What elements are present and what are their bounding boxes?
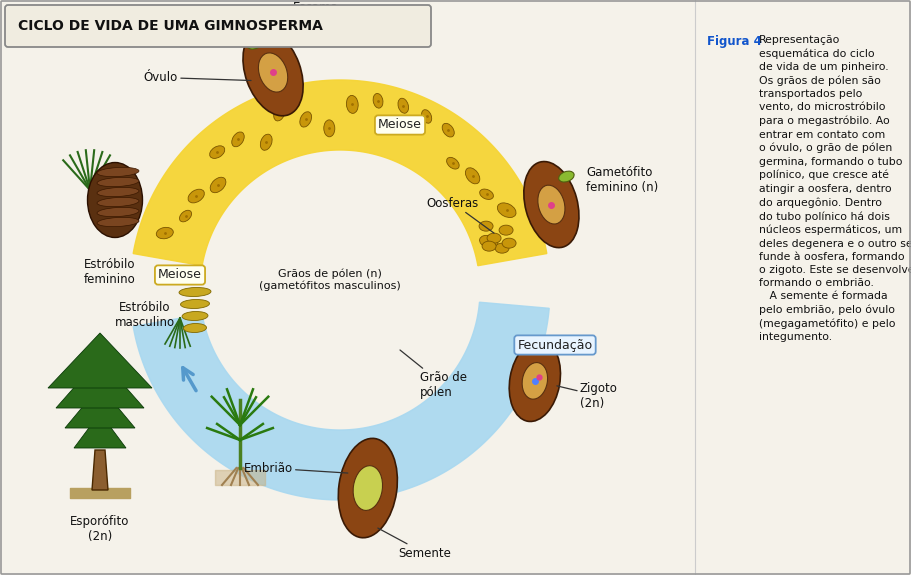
- Ellipse shape: [524, 162, 579, 248]
- Text: Zigoto
(2n): Zigoto (2n): [557, 382, 618, 410]
- Text: Embrião: Embrião: [244, 462, 348, 474]
- Ellipse shape: [179, 288, 211, 297]
- Ellipse shape: [398, 98, 408, 113]
- Ellipse shape: [466, 168, 480, 184]
- Ellipse shape: [273, 106, 285, 121]
- Text: Semente: Semente: [378, 528, 451, 559]
- Ellipse shape: [97, 167, 139, 177]
- Ellipse shape: [183, 324, 207, 332]
- Text: Meiose: Meiose: [378, 118, 422, 132]
- Ellipse shape: [188, 189, 204, 203]
- Ellipse shape: [479, 235, 497, 248]
- Ellipse shape: [179, 210, 191, 222]
- Ellipse shape: [495, 243, 509, 253]
- Text: Escama: Escama: [281, 1, 339, 43]
- Ellipse shape: [522, 363, 548, 399]
- Ellipse shape: [346, 95, 358, 113]
- Text: Figura 4: Figura 4: [707, 35, 762, 48]
- Text: Grão de
pólen: Grão de pólen: [400, 350, 467, 399]
- Polygon shape: [65, 386, 135, 428]
- Polygon shape: [56, 358, 144, 408]
- Ellipse shape: [497, 203, 516, 217]
- Text: Fecundação: Fecundação: [517, 339, 592, 351]
- Text: Óvulo: Óvulo: [144, 71, 251, 84]
- Ellipse shape: [480, 189, 494, 200]
- Ellipse shape: [157, 227, 173, 239]
- Ellipse shape: [422, 110, 432, 123]
- Ellipse shape: [487, 233, 501, 243]
- Polygon shape: [92, 450, 108, 490]
- Ellipse shape: [180, 300, 210, 309]
- Ellipse shape: [558, 171, 574, 182]
- Text: CICLO DE VIDA DE UMA GIMNOSPERMA: CICLO DE VIDA DE UMA GIMNOSPERMA: [18, 19, 322, 33]
- Ellipse shape: [338, 438, 397, 538]
- Ellipse shape: [323, 120, 335, 137]
- Ellipse shape: [231, 132, 244, 147]
- Polygon shape: [133, 80, 547, 266]
- Ellipse shape: [499, 225, 513, 235]
- Ellipse shape: [247, 36, 263, 49]
- Ellipse shape: [482, 241, 496, 251]
- Ellipse shape: [442, 124, 455, 137]
- Ellipse shape: [374, 94, 383, 108]
- Ellipse shape: [300, 112, 312, 127]
- Ellipse shape: [210, 146, 225, 158]
- Ellipse shape: [502, 238, 516, 248]
- Ellipse shape: [509, 340, 560, 421]
- Text: Esporófito
(2n): Esporófito (2n): [70, 515, 129, 543]
- Ellipse shape: [353, 466, 383, 511]
- Ellipse shape: [261, 134, 272, 150]
- Ellipse shape: [97, 187, 139, 197]
- Text: Grãos de pólen (n)
(gametófitos masculinos): Grãos de pólen (n) (gametófitos masculin…: [259, 269, 401, 292]
- Ellipse shape: [97, 197, 139, 206]
- Ellipse shape: [243, 29, 303, 116]
- Text: Gametófito
feminino (n): Gametófito feminino (n): [587, 166, 659, 194]
- Ellipse shape: [537, 185, 565, 224]
- Ellipse shape: [87, 163, 142, 237]
- Text: Representação
esquemática do ciclo
de vida de um pinheiro.
Os grãos de pólen são: Representação esquemática do ciclo de vi…: [759, 35, 911, 342]
- Text: Estróbilo
feminino: Estróbilo feminino: [84, 258, 136, 286]
- Text: Estróbilo
masculino: Estróbilo masculino: [115, 301, 175, 329]
- Ellipse shape: [259, 53, 288, 92]
- Polygon shape: [48, 333, 152, 388]
- Ellipse shape: [182, 312, 208, 320]
- Ellipse shape: [97, 217, 139, 227]
- Ellipse shape: [97, 177, 139, 187]
- Ellipse shape: [479, 221, 493, 231]
- Ellipse shape: [97, 208, 139, 217]
- Text: Oosferas: Oosferas: [427, 197, 494, 233]
- Polygon shape: [74, 413, 126, 448]
- Ellipse shape: [446, 158, 459, 169]
- FancyBboxPatch shape: [5, 5, 431, 47]
- Ellipse shape: [210, 177, 226, 193]
- Text: Meiose: Meiose: [159, 269, 202, 282]
- Polygon shape: [133, 302, 549, 500]
